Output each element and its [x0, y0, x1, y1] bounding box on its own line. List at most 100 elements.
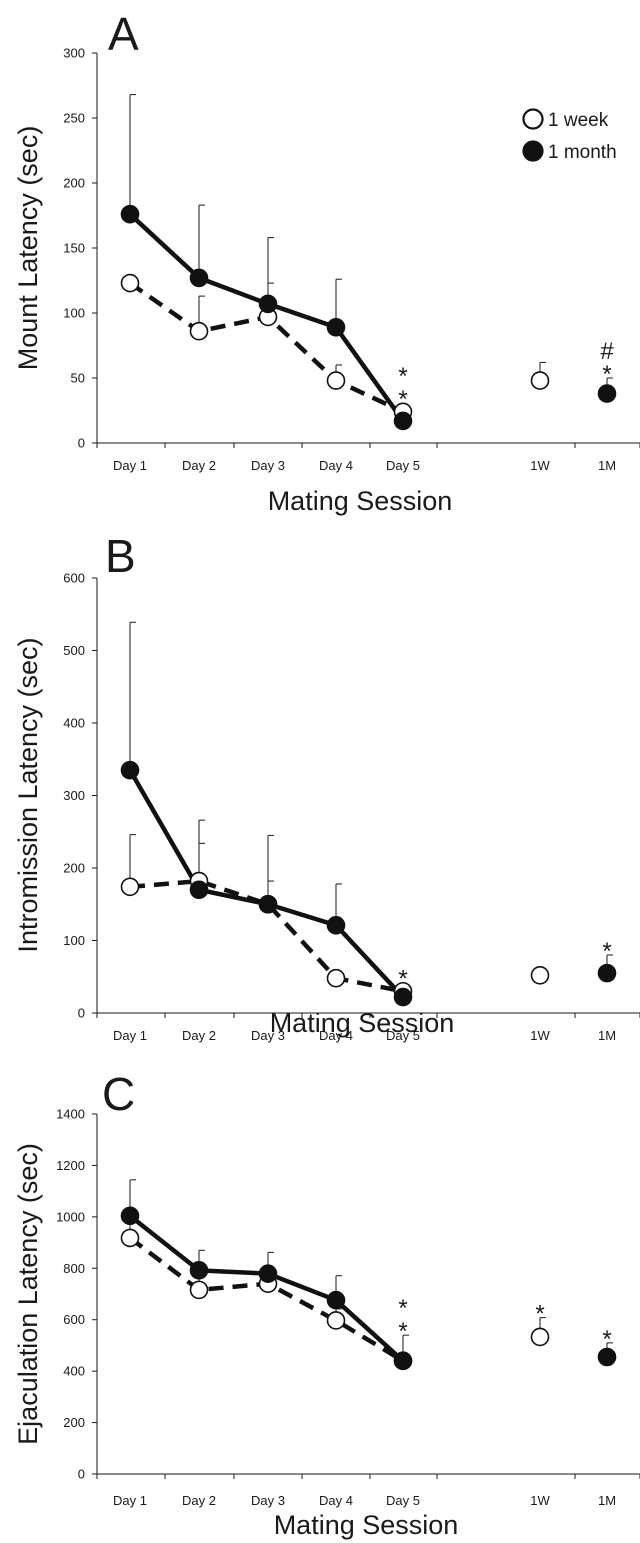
data-point-1-week: [326, 371, 346, 390]
x-tick-label: 1W: [530, 1493, 550, 1508]
y-tick-label: 1000: [56, 1209, 85, 1224]
x-tick-label: Day 3: [251, 1028, 285, 1043]
y-tick-label: 400: [63, 716, 85, 731]
significance-marker: *: [535, 1301, 544, 1328]
significance-marker: *: [398, 965, 407, 992]
data-point-1-month: [258, 894, 278, 914]
y-tick-label: 300: [63, 788, 85, 803]
data-point-1-week: [120, 273, 140, 293]
y-tick-label: 100: [63, 933, 85, 948]
y-axis-title: Ejaculation Latency (sec): [13, 1143, 43, 1445]
x-axis-title: Mating Session: [268, 486, 453, 516]
chart-panel-a: A 0 50 100 150 200 250 300 Day 1 Day 2 Day 3 Day 4 D…: [13, 8, 640, 516]
series-line-1-week: [128, 1236, 405, 1363]
x-tick-label: Day 4: [319, 1493, 353, 1508]
data-point-1-month: [120, 1206, 140, 1226]
y-tick-label: 200: [63, 861, 85, 876]
y-tick-label: 400: [63, 1364, 85, 1379]
legend: 1 week 1 month: [522, 108, 617, 163]
x-tick-label: Day 4: [319, 458, 353, 473]
data-point-1-week: [120, 877, 140, 897]
chart-panel-c: C 0 200 400 600 800 1000 1200 1400 Day 1 Day 2 Day …: [13, 1068, 640, 1540]
y-axis-title: Intromission Latency (sec): [13, 637, 43, 952]
data-point-1-month: [258, 294, 278, 314]
y-tick-label: 500: [63, 643, 85, 658]
significance-marker: *: [398, 1318, 407, 1345]
significance-marker: #: [600, 338, 614, 365]
data-point-1-week: [189, 1280, 209, 1300]
data-point-1-month: [597, 963, 617, 983]
x-tick-label: Day 1: [113, 1028, 147, 1043]
y-axis-title: Mount Latency (sec): [13, 126, 43, 371]
x-tick-label: Day 4: [319, 1028, 353, 1043]
data-point-1-month: [258, 1264, 278, 1283]
y-tick-label: 100: [63, 306, 85, 321]
data-point-1-month: [120, 760, 140, 780]
data-point-1-week: [530, 965, 550, 985]
x-tick-label: 1M: [598, 458, 616, 473]
y-tick-label: 0: [78, 1006, 85, 1021]
legend-marker-1-month: [522, 140, 544, 162]
x-tick-label: 1M: [598, 1493, 616, 1508]
legend-label: 1 month: [548, 142, 617, 163]
data-point-1-month: [189, 880, 209, 900]
data-point-1-month: [597, 384, 617, 403]
y-tick-label: 600: [63, 1312, 85, 1327]
data-point-1-week: [326, 968, 346, 988]
x-tick-label: Day 5: [386, 1028, 420, 1043]
data-point-1-month: [326, 1290, 346, 1310]
data-point-1-month: [189, 268, 209, 288]
x-tick-label: Day 2: [182, 1493, 216, 1508]
data-point-1-week: [530, 1327, 550, 1347]
panel-letter: A: [108, 8, 139, 60]
significance-marker: *: [398, 363, 407, 390]
y-tick-label: 200: [63, 1415, 85, 1430]
data-point-1-week: [326, 1311, 346, 1330]
x-tick-label: 1W: [530, 458, 550, 473]
y-tick-label: 300: [63, 46, 85, 61]
data-point-1-month: [393, 987, 413, 1007]
x-tick-label: Day 5: [386, 458, 420, 473]
y-tick-label: 1400: [56, 1107, 85, 1122]
data-point-1-month: [120, 204, 140, 224]
x-tick-label: Day 1: [113, 1493, 147, 1508]
y-tick-label: 150: [63, 241, 85, 256]
significance-marker: *: [602, 361, 611, 388]
data-point-1-month: [326, 915, 346, 935]
x-axis-title: Mating Session: [274, 1510, 459, 1540]
legend-label: 1 week: [548, 110, 609, 131]
significance-marker: *: [602, 1326, 611, 1353]
x-tick-label: Day 1: [113, 458, 147, 473]
x-axis-title: Mating Session: [270, 1008, 455, 1038]
x-tick-label: Day 3: [251, 458, 285, 473]
data-point-1-month: [393, 1351, 413, 1371]
data-point-1-week: [530, 371, 550, 390]
significance-marker: *: [398, 386, 407, 413]
data-point-1-week: [189, 321, 209, 341]
data-point-1-month: [393, 411, 413, 431]
x-tick-label: 1M: [598, 1028, 616, 1043]
y-tick-label: 50: [71, 371, 85, 386]
panel-letter: B: [105, 530, 136, 582]
significance-marker: *: [602, 938, 611, 965]
y-tick-label: 250: [63, 111, 85, 126]
y-tick-label: 800: [63, 1261, 85, 1276]
y-tick-label: 0: [78, 436, 85, 451]
series-line-1-week: [129, 878, 404, 994]
series-line-1-month: [128, 769, 405, 999]
y-tick-label: 200: [63, 176, 85, 191]
y-tick-label: 1200: [56, 1158, 85, 1173]
y-tick-label: 600: [63, 571, 85, 586]
x-tick-label: Day 2: [182, 458, 216, 473]
x-tick-label: 1W: [530, 1028, 550, 1043]
legend-marker-1-week: [522, 108, 544, 130]
x-tick-label: Day 5: [386, 1493, 420, 1508]
data-point-1-week: [120, 1228, 140, 1248]
panel-letter: C: [102, 1068, 135, 1120]
significance-marker: *: [398, 1295, 407, 1322]
data-point-1-month: [189, 1261, 209, 1280]
chart-panel-b: B 0 100 200 300 400 500 600 Day 1 Day 2 Day 3 Day 4…: [13, 530, 640, 1043]
data-point-1-month: [326, 317, 346, 337]
x-tick-label: Day 2: [182, 1028, 216, 1043]
